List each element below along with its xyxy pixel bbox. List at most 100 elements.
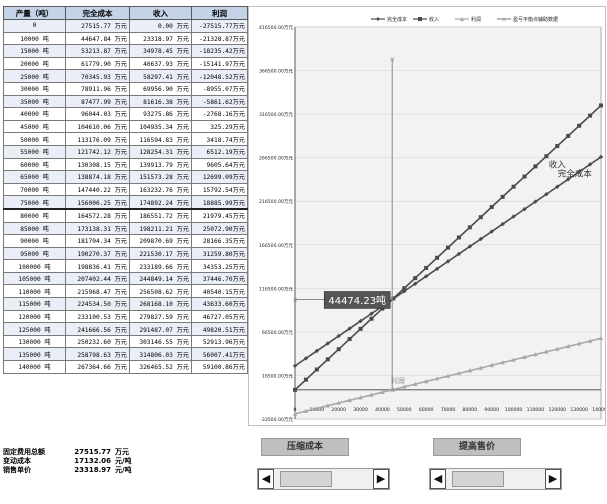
scroll-left-arrow-icon[interactable]: ◀ xyxy=(430,469,446,489)
table-row: 65000 吨 138874.18 万元 151573.28 万元 12699.09万… xyxy=(3,170,248,184)
cell-total-cost: 44647.84 万元 xyxy=(65,31,130,46)
raise-price-scrollbar[interactable]: ◀ ▶ xyxy=(429,468,562,490)
scroll-left-arrow-icon[interactable]: ◀ xyxy=(258,469,274,489)
cell-revenue: 233189.66 万元 xyxy=(129,259,192,273)
cell-revenue: 23318.97 万元 xyxy=(129,31,192,46)
scroll-right-arrow-icon[interactable]: ▶ xyxy=(545,469,561,489)
header-total-cost: 完全成本 xyxy=(65,6,130,20)
cell-revenue: 279827.59 万元 xyxy=(129,309,192,324)
cell-profit: 25072.90万元 xyxy=(191,221,248,236)
series-marker xyxy=(423,379,429,384)
series-marker xyxy=(533,352,538,357)
series-marker xyxy=(358,318,363,324)
table-row: 85000 吨 173138.31 万元 198211.21 万元 25072.90万… xyxy=(3,221,248,236)
legend-marker xyxy=(376,17,380,21)
series-marker xyxy=(314,405,320,411)
cell-output: 15000 吨 xyxy=(3,44,66,58)
series-marker xyxy=(544,154,549,159)
cell-profit: 28166.35万元 xyxy=(191,234,248,248)
cell-profit: -2768.16万元 xyxy=(191,107,248,121)
cell-revenue: 209870.69 万元 xyxy=(129,234,192,248)
variable-cost-label: 变动成本 xyxy=(3,457,31,465)
series-line-label: 完全成本 xyxy=(558,168,593,179)
table-row: 100000 吨 198836.41 万元 233189.66 万元 34353.25… xyxy=(3,259,248,273)
table-row: 50000 吨 113176.09 万元 116594.83 万元 3418.74万元 xyxy=(3,132,248,146)
cell-output: 130000 吨 xyxy=(3,334,66,349)
cell-revenue: 326465.52 万元 xyxy=(129,360,192,374)
cell-output: 105000 吨 xyxy=(3,271,66,286)
series-marker xyxy=(369,316,374,321)
series-marker xyxy=(544,349,549,354)
unit-price-unit: 元/吨 xyxy=(115,466,132,474)
series-marker xyxy=(336,333,341,339)
cell-output: 85000 吨 xyxy=(3,221,66,236)
raise-price-button[interactable]: 提高售价 xyxy=(433,438,521,456)
cell-revenue: 34978.45 万元 xyxy=(129,44,192,58)
series-marker xyxy=(456,235,461,240)
cell-total-cost: 104610.06 万元 xyxy=(65,119,130,134)
y-tick-label: 166500.00万元 xyxy=(259,243,293,249)
series-marker xyxy=(500,194,505,199)
legend-marker: × xyxy=(501,17,506,24)
cell-output: 65000 吨 xyxy=(3,170,66,184)
series-marker xyxy=(358,395,363,400)
compress-cost-scrollbar[interactable]: ◀ ▶ xyxy=(257,468,390,490)
series-marker xyxy=(478,365,483,370)
series-marker xyxy=(555,346,560,351)
scroll-right-arrow-icon[interactable]: ▶ xyxy=(373,469,389,489)
cell-total-cost: 241666.56 万元 xyxy=(65,322,130,336)
unit-price-value: 23318.97 xyxy=(74,466,111,474)
series-marker xyxy=(445,259,451,264)
cell-profit: -5861.62万元 xyxy=(191,94,248,109)
plot-area xyxy=(294,26,602,420)
series-marker xyxy=(325,403,330,408)
cell-profit: 37446.70万元 xyxy=(191,271,248,286)
cell-total-cost: 78911.96 万元 xyxy=(65,81,130,96)
cell-total-cost: 53213.87 万元 xyxy=(65,44,130,58)
cell-output: 20000 吨 xyxy=(3,56,66,71)
x-tick-label: 90000 xyxy=(484,407,499,413)
variable-cost-row: 变动成本 17132.06 元/吨 xyxy=(3,457,243,466)
cell-profit: 15792.54万元 xyxy=(191,182,248,197)
compress-cost-control: 压缩成本 ◀ ▶ xyxy=(249,432,417,492)
cell-profit: 52913.96万元 xyxy=(191,334,248,349)
cell-revenue: 303146.55 万元 xyxy=(129,334,192,349)
cell-revenue: 186551.72 万元 xyxy=(129,207,192,223)
table-row: 45000 吨 104610.06 万元 104935.34 万元 325.29万元 xyxy=(3,119,248,134)
breakeven-label: 44474.23吨 xyxy=(328,294,386,307)
series-line-label: 收入 xyxy=(549,160,567,171)
table-row: 95000 吨 190270.37 万元 221530.17 万元 31259.80万… xyxy=(3,246,248,261)
series-marker xyxy=(588,113,593,118)
cell-total-cost: 96044.03 万元 xyxy=(65,107,130,121)
compress-cost-button[interactable]: 压缩成本 xyxy=(261,438,349,456)
cell-total-cost: 87477.99 万元 xyxy=(65,94,130,109)
cell-output: 110000 吨 xyxy=(3,284,66,299)
cell-revenue: 174892.24 万元 xyxy=(129,195,192,210)
breakeven-marker: × xyxy=(389,386,395,394)
table-row: 55000 吨 121742.12 万元 128254.31 万元 6512.19万元 xyxy=(3,144,248,159)
x-tick-label: 20000 xyxy=(331,407,346,413)
series-marker xyxy=(369,311,374,316)
cell-output: 90000 吨 xyxy=(3,234,66,248)
cell-profit: 325.29万元 xyxy=(191,119,248,134)
series-marker xyxy=(303,356,309,361)
series-marker xyxy=(303,377,308,382)
series-marker xyxy=(303,408,309,413)
cell-total-cost: 181704.34 万元 xyxy=(65,234,130,248)
cell-total-cost: 27515.77 万元 xyxy=(65,19,130,33)
cell-output: 100000 吨 xyxy=(3,259,66,273)
series-marker xyxy=(314,367,319,372)
cell-total-cost: 156006.25 万元 xyxy=(65,195,130,210)
cell-total-cost: 121742.12 万元 xyxy=(65,144,130,159)
series-marker xyxy=(413,381,418,386)
compress-cost-scroll-thumb[interactable] xyxy=(280,471,333,487)
x-tick-label: 50000 xyxy=(397,407,412,413)
x-tick-label: 0 xyxy=(294,407,297,413)
raise-price-scroll-thumb[interactable] xyxy=(452,471,505,487)
series-marker xyxy=(402,286,407,291)
cell-revenue: 104935.34 万元 xyxy=(129,119,192,134)
cell-output: 10000 吨 xyxy=(3,31,66,46)
cell-profit: 46727.05万元 xyxy=(191,309,248,324)
cell-output: 50000 吨 xyxy=(3,132,66,146)
cell-revenue: 256508.62 万元 xyxy=(129,284,192,299)
